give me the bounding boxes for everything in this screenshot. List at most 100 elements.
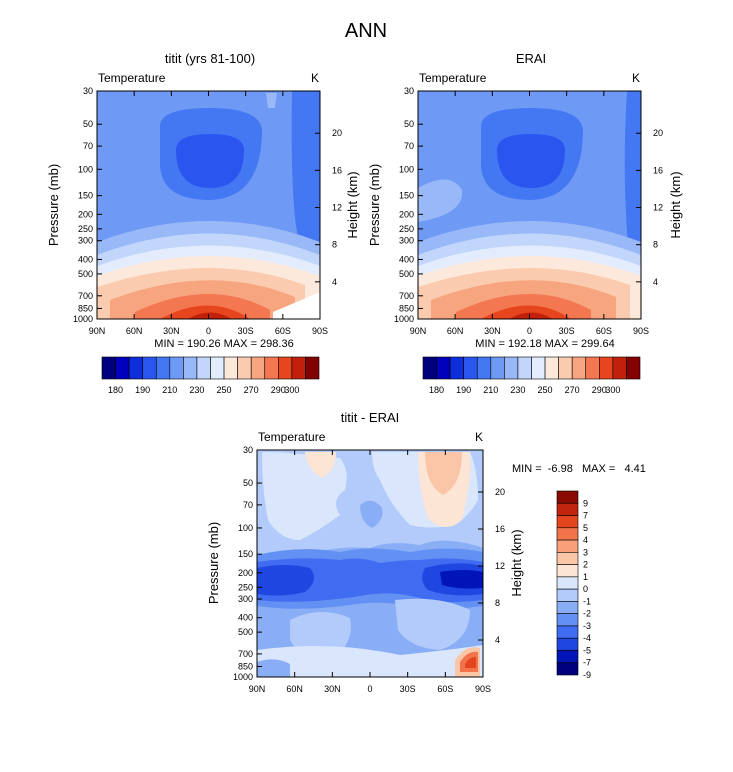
band-cold-tongue xyxy=(360,500,383,528)
surface-mask xyxy=(273,292,320,319)
y-tick-label: 400 xyxy=(78,254,93,264)
x-tick-label: 60S xyxy=(437,684,453,694)
panel-diff-title: titit - ERAI xyxy=(341,410,400,425)
y-tick-label: 1000 xyxy=(233,672,253,682)
colorbar-swatch xyxy=(531,356,546,380)
y2-tick-label: 4 xyxy=(495,635,500,645)
colorbar-swatch xyxy=(291,356,306,380)
y-tick-label: 30 xyxy=(404,86,414,96)
panel-diff: titit - ERAI Temperature K 90N 60 xyxy=(206,410,646,694)
band-cold-core-left xyxy=(257,565,314,596)
band-tropopause-edge-right xyxy=(624,91,641,250)
colorbar-label: 230 xyxy=(189,385,204,395)
x-tick-label: 0 xyxy=(367,684,372,694)
y-tick-label: 300 xyxy=(78,236,93,246)
colorbar-label: -3 xyxy=(583,621,591,631)
colorbar-swatch xyxy=(556,625,579,639)
y-tick-label: 50 xyxy=(243,478,253,488)
band-tropopause-edge-right xyxy=(291,91,320,248)
y-tick-label: 700 xyxy=(238,649,253,659)
y-tick-label: 100 xyxy=(238,523,253,533)
y2-tick-label: 12 xyxy=(495,561,505,571)
colorbar-swatch xyxy=(556,515,579,529)
y2-tick-label: 20 xyxy=(495,487,505,497)
y-tick-label: 1000 xyxy=(394,314,414,324)
x-tick-label: 60N xyxy=(126,326,143,336)
x-tick-label: 90S xyxy=(475,684,491,694)
y-tick-label: 700 xyxy=(78,291,93,301)
colorbar-swatch xyxy=(250,356,266,380)
colorbar-label: -2 xyxy=(583,609,591,619)
colorbar-swatch xyxy=(264,356,279,380)
y2-tick-label: 20 xyxy=(653,128,663,138)
y2-tick-label: 4 xyxy=(653,277,658,287)
colorbar-label: 290 xyxy=(592,385,607,395)
y2-tick-label: 4 xyxy=(332,277,337,287)
y-tick-label: 250 xyxy=(238,582,253,592)
colorbar-swatch xyxy=(599,356,614,380)
colorbar-label: 300 xyxy=(605,385,620,395)
y-tick-label: 50 xyxy=(83,119,93,129)
colorbar-label: 250 xyxy=(217,385,232,395)
colorbar-label: 230 xyxy=(510,385,525,395)
colorbar-swatch xyxy=(556,576,579,590)
x-tick-label: 90S xyxy=(312,326,328,336)
panel-diff-ylabel: Pressure (mb) xyxy=(206,522,221,604)
colorbar-swatch xyxy=(612,356,627,380)
colorbar-label: 1 xyxy=(583,572,588,582)
colorbar-label: -5 xyxy=(583,645,591,655)
x-tick-label: 60S xyxy=(596,326,612,336)
panel-obs: ERAI Temperature K 90N 60N 30N 0 30S 60S 90S 30… xyxy=(367,51,683,395)
y2-tick-label: 16 xyxy=(495,524,505,534)
band-surface-light xyxy=(257,645,483,677)
colorbar-label: 210 xyxy=(162,385,177,395)
y2-tick-label: 12 xyxy=(332,203,342,213)
band-light-patch xyxy=(266,93,277,108)
y-tick-label: 200 xyxy=(399,209,414,219)
band-light-patch xyxy=(418,179,463,222)
band-300 xyxy=(509,312,553,319)
band-295 xyxy=(160,305,250,319)
colorbar-swatch xyxy=(476,356,492,380)
y-tick-label: 30 xyxy=(243,445,253,455)
panel-model-stats: MIN = 190.26 MAX = 298.36 xyxy=(154,338,293,350)
colorbar-swatch xyxy=(558,356,573,380)
band-core-cold xyxy=(497,134,565,188)
colorbar-swatch xyxy=(556,502,579,516)
y-tick-label: 200 xyxy=(78,209,93,219)
colorbar-label: 180 xyxy=(429,385,444,395)
x-tick-label: 60N xyxy=(286,684,303,694)
colorbar-swatch xyxy=(556,539,579,553)
y-tick-label: 250 xyxy=(78,224,93,234)
colorbar-swatch xyxy=(422,356,437,380)
panel-model-variable-label: Temperature xyxy=(98,71,166,85)
x-tick-label: 90N xyxy=(89,326,106,336)
panel-diff-units-label: K xyxy=(475,430,483,444)
y-tick-label: 250 xyxy=(399,224,414,234)
band-lower-light-2 xyxy=(395,598,470,650)
colorbar-swatch xyxy=(278,356,293,380)
band-300 xyxy=(188,312,232,319)
x-tick-label: 0 xyxy=(527,326,532,336)
colorbar-swatch xyxy=(556,662,579,676)
x-tick-label: 30N xyxy=(324,684,341,694)
colorbar-swatch xyxy=(436,356,451,380)
panel-model-ylabel: Pressure (mb) xyxy=(46,164,61,246)
colorbar-swatch xyxy=(490,356,505,380)
x-tick-label: 30S xyxy=(238,326,254,336)
colorbar-swatch xyxy=(585,356,600,380)
colorbar-swatch xyxy=(155,356,171,380)
panel-obs-variable-label: Temperature xyxy=(419,71,487,85)
colorbar-label: 190 xyxy=(456,385,471,395)
y-tick-label: 1000 xyxy=(73,314,93,324)
y-tick-label: 150 xyxy=(399,191,414,201)
y-tick-label: 50 xyxy=(404,119,414,129)
colorbar-swatch xyxy=(210,356,225,380)
y-tick-label: 850 xyxy=(78,303,93,313)
x-tick-label: 30S xyxy=(400,684,416,694)
colorbar-swatch xyxy=(556,490,579,504)
colorbar-swatch xyxy=(305,356,320,380)
colorbar-swatch xyxy=(556,650,579,664)
colorbar-label: 2 xyxy=(583,560,588,570)
colorbar-label: 210 xyxy=(483,385,498,395)
